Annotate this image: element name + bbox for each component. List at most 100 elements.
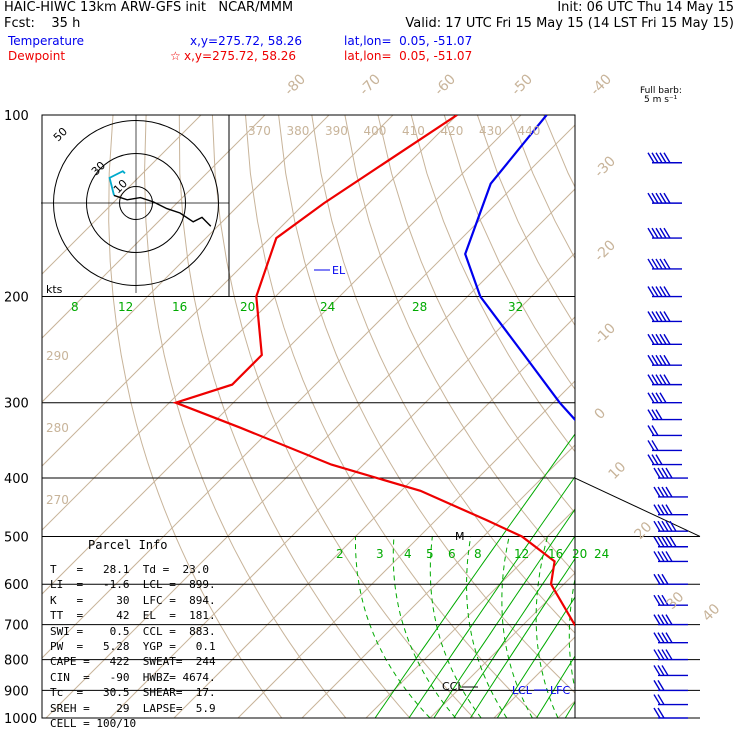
mixing-ratio-label: 24 <box>320 300 335 314</box>
wind-barb-flag <box>651 311 659 322</box>
isotherm-line <box>109 252 575 718</box>
parcel-info-row: TT = 42 EL = 181. <box>50 609 216 623</box>
wind-barb-flag <box>655 409 663 420</box>
lcl-label: LCL <box>512 684 533 697</box>
wind-barb-flag <box>651 354 659 366</box>
hodograph-units-label: kts <box>46 283 63 296</box>
moist-adiabat-line <box>501 536 533 718</box>
theta-label: 420 <box>441 124 464 138</box>
wind-barb-flag <box>655 454 663 465</box>
wind-barb-flag <box>653 649 661 660</box>
theta-label: 380 <box>287 124 310 138</box>
parcel-info-row: CELL = 100/10 <box>50 717 137 731</box>
wind-barb-flag <box>651 192 659 204</box>
wind-barb-flag <box>657 551 665 562</box>
parcel-info-row: K = 30 LFC = 894. <box>50 593 216 607</box>
moist-adiabat-line <box>568 576 575 691</box>
wind-barb-flag <box>661 520 669 532</box>
wind-barb-flag <box>665 504 673 516</box>
legend-temperature-label: Temperature <box>8 34 85 48</box>
theta-side-label: 290 <box>46 349 69 363</box>
wind-barb-flag <box>663 333 671 345</box>
wind-barb-flag <box>661 649 669 660</box>
parcel-info-row: T = 28.1 Td = 23.0 <box>50 563 209 576</box>
mixing-ratio-line <box>564 701 575 718</box>
pressure-tick-label: 200 <box>4 291 29 306</box>
dry-adiabat-line <box>245 115 539 718</box>
wind-barb-flag <box>663 227 671 239</box>
wind-barb-flag <box>659 286 667 297</box>
mixing-ratio-label: 20 <box>240 300 255 314</box>
wind-barb-flag <box>647 440 655 451</box>
isotherm-label: 40 <box>700 601 724 625</box>
mixing-ratio-line <box>496 596 575 718</box>
wind-barb-flag <box>669 520 677 532</box>
wind-barb-flag <box>663 258 671 270</box>
dry-adiabat-line <box>643 115 740 718</box>
wind-barb-flag <box>651 286 659 297</box>
wind-barb-flag <box>665 467 673 479</box>
parcel-info-title: Parcel Info <box>88 538 168 552</box>
pressure-tick-label: 1000 <box>4 712 37 727</box>
wind-barb-flag <box>647 152 655 164</box>
wind-barb-flag <box>665 520 673 532</box>
wind-barb-flag <box>653 467 661 479</box>
pressure-tick-label: 800 <box>4 654 29 669</box>
wind-barb-flag <box>653 536 661 548</box>
barb-panel-edge <box>574 477 701 537</box>
wind-barb-flag <box>657 632 665 644</box>
moist-adiabat-line <box>535 536 559 718</box>
isotherm-label: 30 <box>664 589 688 613</box>
wind-barb-flag <box>655 227 663 239</box>
wind-barb-flag <box>651 152 659 164</box>
wind-barb-flag <box>663 286 671 297</box>
mixing-ratio-label: 20 <box>572 547 587 561</box>
isotherm-line <box>622 115 740 718</box>
moist-adiabat-line <box>465 536 508 718</box>
isotherm-label: -30 <box>592 153 619 180</box>
wind-barb-flag <box>655 333 663 345</box>
dry-adiabat-line <box>344 115 575 574</box>
wind-barb-flag <box>647 258 655 270</box>
mixing-ratio-label: 12 <box>514 547 529 561</box>
dewpoint-profile <box>172 115 575 627</box>
wind-barb-flag <box>647 333 655 345</box>
wind-barb-flag <box>663 152 671 164</box>
pressure-tick-label: 600 <box>4 578 29 593</box>
pressure-tick-label: 900 <box>4 684 29 699</box>
wind-barb-flag <box>663 354 671 366</box>
isotherm-label: -50 <box>509 71 536 98</box>
wind-barb-flag <box>659 374 667 385</box>
wind-barb-flag <box>659 227 667 239</box>
isotherm-label: -10 <box>592 320 619 347</box>
wind-barb-flag <box>657 536 665 548</box>
wind-barb-flag <box>655 311 663 322</box>
isotherm-line <box>493 636 575 718</box>
wind-barb-flag <box>655 258 663 270</box>
parcel-info-rows: T = 28.1 Td = 23.0 LI = -1.6 LCL = 899. K … <box>50 562 216 731</box>
wind-barb-flag <box>661 467 669 479</box>
mixing-ratio-line <box>536 655 575 718</box>
el-label: EL <box>332 264 346 277</box>
isotherm-line <box>42 124 575 659</box>
wind-barb-flag <box>651 258 659 270</box>
dry-adiabat-line <box>676 115 740 718</box>
wind-barb-flag <box>655 286 663 297</box>
pressure-tick-label: 400 <box>4 472 29 487</box>
mixing-ratio-label: 8 <box>71 300 79 314</box>
wind-barb-flag <box>657 504 665 516</box>
wind-barb-flag <box>657 649 665 660</box>
parcel-info-row: Tc = 30.5 SHEAR= 17. <box>50 686 216 700</box>
isotherm-line <box>45 188 575 718</box>
wind-barb-flag <box>653 665 661 676</box>
hodograph-ring-label: 50 <box>51 125 70 144</box>
parcel-info-panel: Parcel Info <box>44 538 244 552</box>
wind-barb-flag <box>647 227 655 239</box>
parcel-info-row: SREH = 29 LAPSE= 5.9 <box>50 701 216 715</box>
mixing-ratio-line <box>607 297 740 719</box>
header-init: Init: 06 UTC Thu 14 May 15 <box>557 0 734 15</box>
wind-barb-flag <box>647 454 655 465</box>
wind-barb-flag <box>659 192 667 204</box>
wind-barb-flag <box>647 286 655 297</box>
